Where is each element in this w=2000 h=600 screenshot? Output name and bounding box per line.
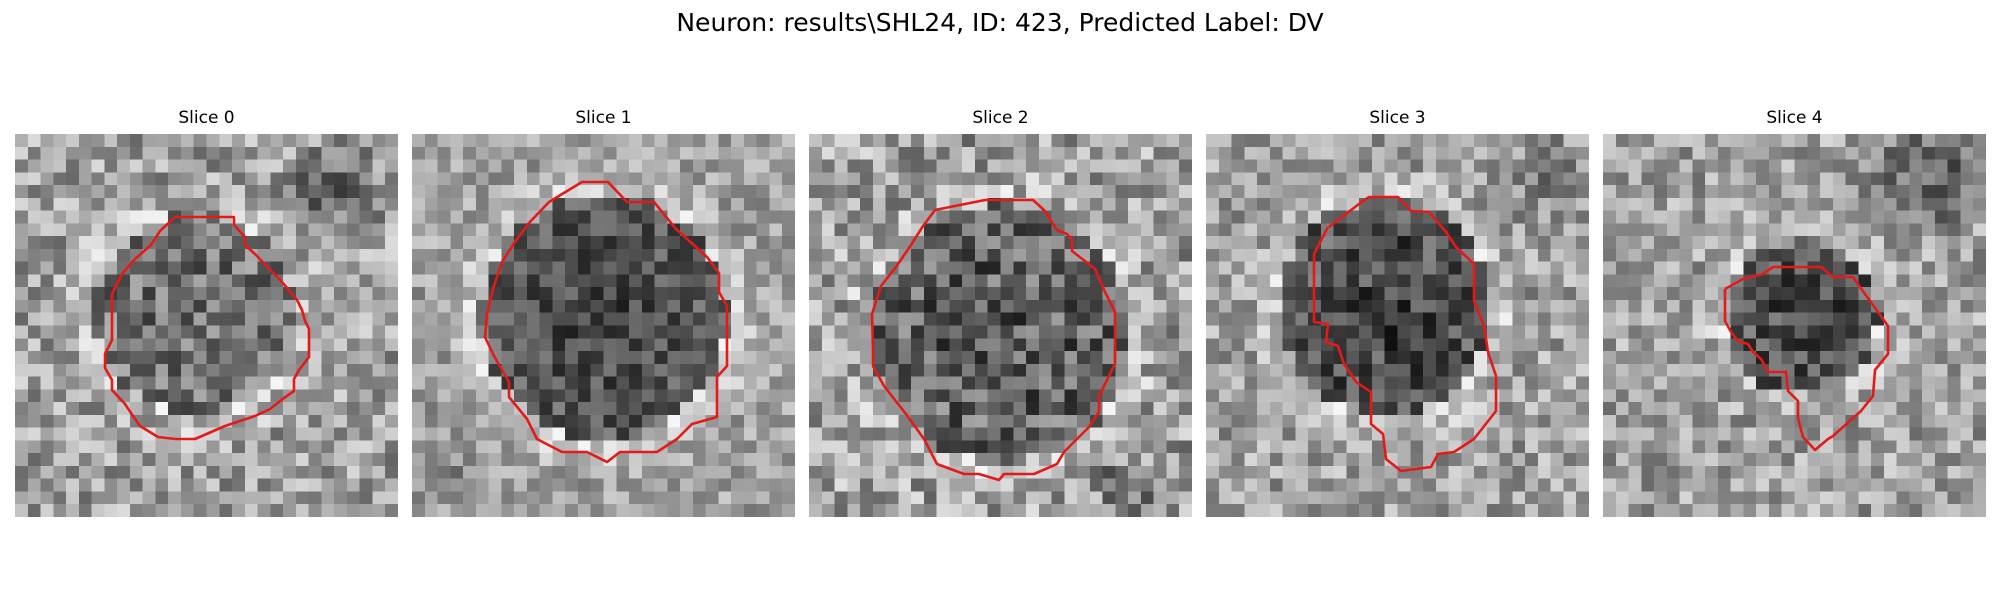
neuron-contour-3	[1312, 195, 1498, 473]
slice-image-2	[809, 134, 1192, 517]
slice-title-4: Slice 4	[1766, 108, 1823, 128]
slice-image-1	[412, 134, 795, 517]
slice-title-1: Slice 1	[575, 108, 632, 128]
roi-overlay-3	[1312, 195, 1498, 473]
slice-title-0: Slice 0	[178, 108, 235, 128]
neuron-contour-2	[870, 198, 1117, 482]
neuron-contour-0	[103, 215, 311, 441]
roi-overlay-2	[870, 198, 1117, 482]
grayscale-patch-0	[15, 134, 398, 517]
slice-title-2: Slice 2	[972, 108, 1029, 128]
figure-title: Neuron: results\SHL24, ID: 423, Predicte…	[676, 8, 1324, 37]
slice-image-0	[15, 134, 398, 517]
slice-title-3: Slice 3	[1369, 108, 1426, 128]
roi-overlay-4	[1723, 265, 1890, 452]
slice-image-3	[1206, 134, 1589, 517]
grayscale-patch-4	[1603, 134, 1986, 517]
neuron-contour-1	[483, 180, 729, 464]
slice-image-4	[1603, 134, 1986, 517]
roi-overlay-1	[483, 180, 729, 464]
neuron-contour-4	[1723, 265, 1890, 452]
grayscale-patch-1	[412, 134, 795, 517]
roi-overlay-0	[103, 215, 311, 441]
